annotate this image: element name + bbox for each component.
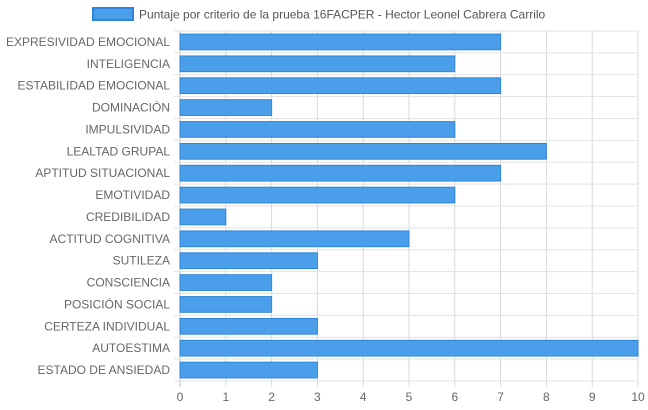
category-label: APTITUD SITUACIONAL — [35, 166, 170, 180]
bar — [179, 230, 410, 248]
bar — [179, 317, 318, 335]
bar — [179, 296, 273, 313]
legend-label: Puntaje por criterio de la prueba 16FACP… — [139, 8, 546, 22]
x-tick-label: 8 — [543, 390, 550, 404]
category-label: ESTABILIDAD EMOCIONAL — [18, 79, 171, 93]
bar — [179, 33, 502, 51]
x-tick-label: 3 — [314, 390, 321, 404]
bar — [179, 208, 227, 226]
bar — [179, 121, 456, 138]
x-tick-label: 6 — [451, 390, 458, 404]
bar — [179, 361, 318, 379]
bar — [179, 164, 502, 182]
bar — [179, 142, 547, 160]
category-label: ESTADO DE ANSIEDAD — [38, 363, 171, 377]
category-label: CERTEZA INDIVIDUAL — [44, 319, 170, 333]
x-tick-label: 10 — [631, 390, 645, 404]
x-tick-label: 4 — [360, 390, 367, 404]
category-labels: EXPRESIVIDAD EMOCIONAL INTELIGENCIA ESTABI… — [6, 35, 170, 377]
category-label: SUTILEZA — [113, 254, 170, 268]
bars — [179, 33, 639, 379]
bar — [179, 55, 456, 73]
bar — [179, 339, 639, 357]
bar — [179, 274, 273, 291]
bar — [179, 77, 502, 95]
category-label: ACTITUD COGNITIVA — [50, 232, 170, 246]
x-tick-label: 2 — [268, 390, 275, 404]
category-label: DOMINACIÓN — [92, 100, 170, 115]
category-label: AUTOESTIMA — [92, 341, 170, 355]
legend: Puntaje por criterio de la prueba 16FACP… — [92, 7, 546, 22]
bar — [179, 252, 318, 270]
category-label: LEALTAD GRUPAL — [67, 144, 171, 158]
x-axis-tick-labels: 0 1 2 3 4 5 6 7 8 9 10 — [177, 390, 645, 404]
bar — [179, 99, 273, 116]
category-label: EXPRESIVIDAD EMOCIONAL — [6, 35, 170, 49]
category-label: IMPULSIVIDAD — [85, 122, 170, 136]
category-label: EMOTIVIDAD — [95, 188, 170, 202]
category-label: POSICIÓN SOCIAL — [64, 296, 170, 311]
category-label: CONSCIENCIA — [87, 276, 170, 290]
x-tick-label: 9 — [589, 390, 596, 404]
legend-swatch — [92, 7, 134, 21]
category-label: INTELIGENCIA — [87, 57, 170, 71]
x-tick-label: 0 — [177, 390, 184, 404]
category-label: CREDIBILIDAD — [86, 210, 170, 224]
x-tick-label: 5 — [406, 390, 413, 404]
x-tick-label: 1 — [222, 390, 229, 404]
x-tick-label: 7 — [497, 390, 504, 404]
bar — [179, 186, 456, 204]
